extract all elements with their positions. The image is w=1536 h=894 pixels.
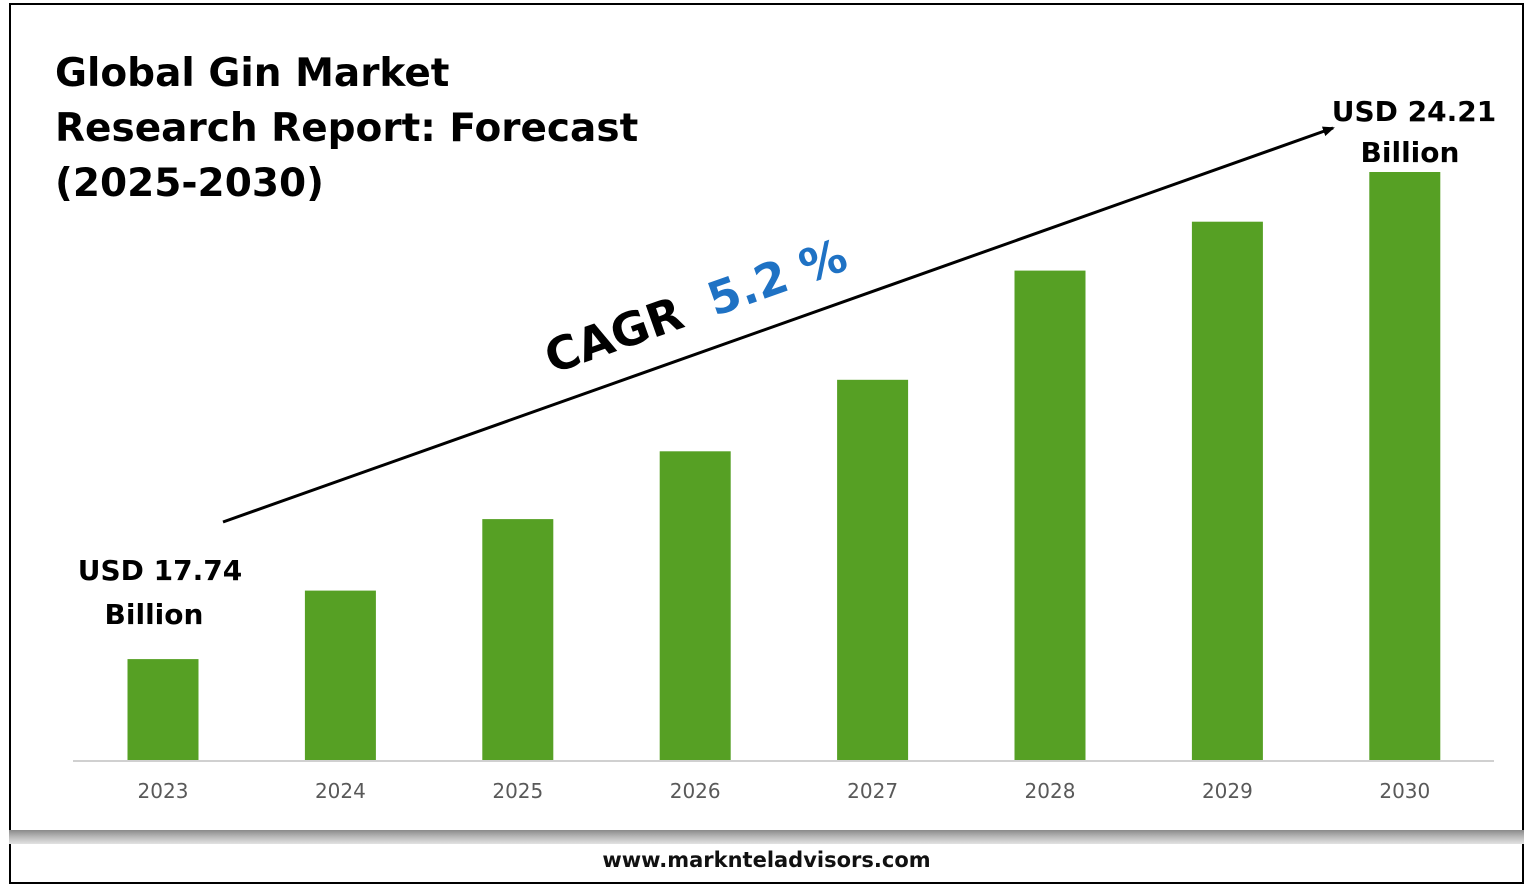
end-value-line-1: USD 24.21 [1332,95,1496,128]
cagr-annotation: CAGR 5.2 % [538,228,854,384]
bar-series [127,172,1441,760]
chart-title: Global Gin Market Research Report: Forec… [55,46,715,211]
svg-text:CAGR 5.2 %: CAGR 5.2 % [538,228,854,384]
title-line-3: (2025-2030) [55,161,324,206]
end-value-line-2: Billion [1361,136,1460,169]
bar-2027 [837,379,909,760]
x-tick-2024: 2024 [315,779,366,803]
bar-2029 [1191,221,1263,760]
x-tick-2030: 2030 [1379,779,1430,803]
start-value-line-1: USD 17.74 [78,554,242,587]
start-value-line-2: Billion [105,598,204,631]
x-axis-ticks: 2023 2024 2025 2026 2027 2028 2029 2030 [138,779,1431,803]
bar-2025 [482,519,554,760]
x-tick-2029: 2029 [1202,779,1253,803]
x-tick-2028: 2028 [1025,779,1076,803]
x-tick-2023: 2023 [138,779,189,803]
footer-divider [9,830,1524,844]
footer-url: www.marknteladvisors.com [602,848,931,872]
x-tick-2027: 2027 [847,779,898,803]
title-line-2: Research Report: Forecast [55,106,639,151]
bar-2024 [304,590,376,760]
trend-arrow [222,126,1335,524]
bar-2023 [127,659,199,760]
cagr-value: 5.2 % [700,228,853,327]
x-tick-2025: 2025 [492,779,543,803]
x-tick-2026: 2026 [670,779,721,803]
bar-2030 [1369,172,1441,760]
cagr-label: CAGR [538,286,690,384]
bar-2026 [659,451,731,760]
bar-2028 [1014,270,1086,760]
title-line-1: Global Gin Market [55,51,450,96]
